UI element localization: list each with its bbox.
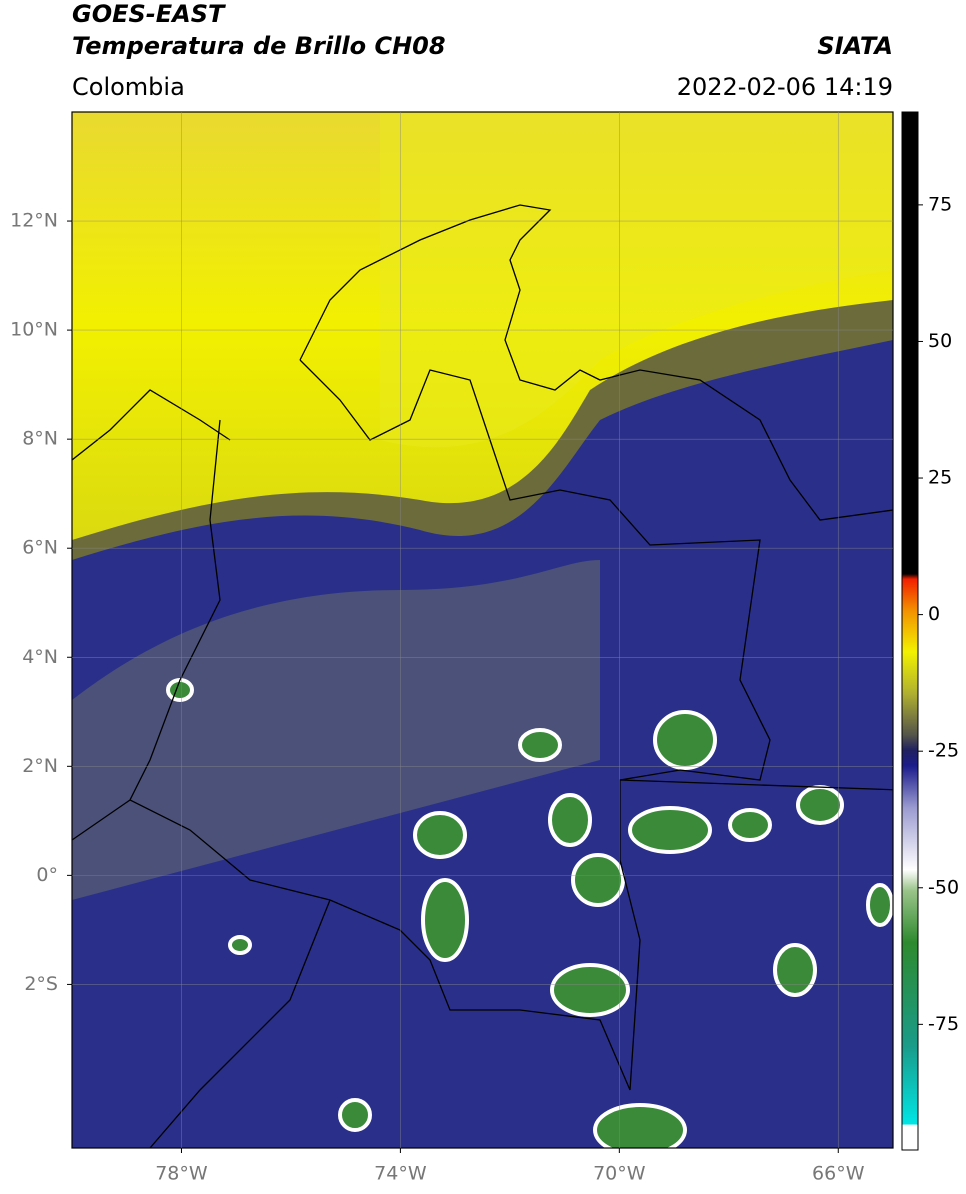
- colorbar-tick-label: 75: [928, 193, 952, 215]
- map-frame: [71, 111, 894, 1149]
- x-tick-label: 78°W: [155, 1163, 208, 1185]
- x-tick-label: 74°W: [374, 1163, 427, 1185]
- y-tick-label: 2°S: [24, 973, 58, 995]
- y-tick-label: 0°: [36, 864, 58, 886]
- colorbar-tick-label: -75: [928, 1013, 959, 1035]
- title-line2: Temperatura de Brillo CH08: [72, 32, 446, 60]
- colorbar: [901, 111, 919, 1151]
- colorbar-tick-label: -25: [928, 740, 959, 762]
- colorbar-tick-label: 0: [928, 603, 940, 625]
- region: Colombia: [72, 73, 185, 101]
- datetime: 2022-02-06 14:19: [677, 73, 893, 101]
- y-tick-label: 2°N: [22, 755, 58, 777]
- y-tick-label: 4°N: [22, 646, 58, 668]
- y-tick-label: 12°N: [10, 210, 58, 232]
- y-tick-label: 8°N: [22, 428, 58, 450]
- colorbar-tick-label: -50: [928, 876, 959, 898]
- colorbar-tick-label: 25: [928, 467, 952, 489]
- y-tick-label: 10°N: [10, 319, 58, 341]
- x-tick-label: 66°W: [812, 1163, 865, 1185]
- y-tick-label: 6°N: [22, 537, 58, 559]
- x-tick-label: 70°W: [593, 1163, 646, 1185]
- title-line1: GOES-EAST: [72, 0, 226, 28]
- source: SIATA: [817, 32, 893, 60]
- colorbar-tick-label: 50: [928, 330, 952, 352]
- satellite-image: [72, 112, 893, 1148]
